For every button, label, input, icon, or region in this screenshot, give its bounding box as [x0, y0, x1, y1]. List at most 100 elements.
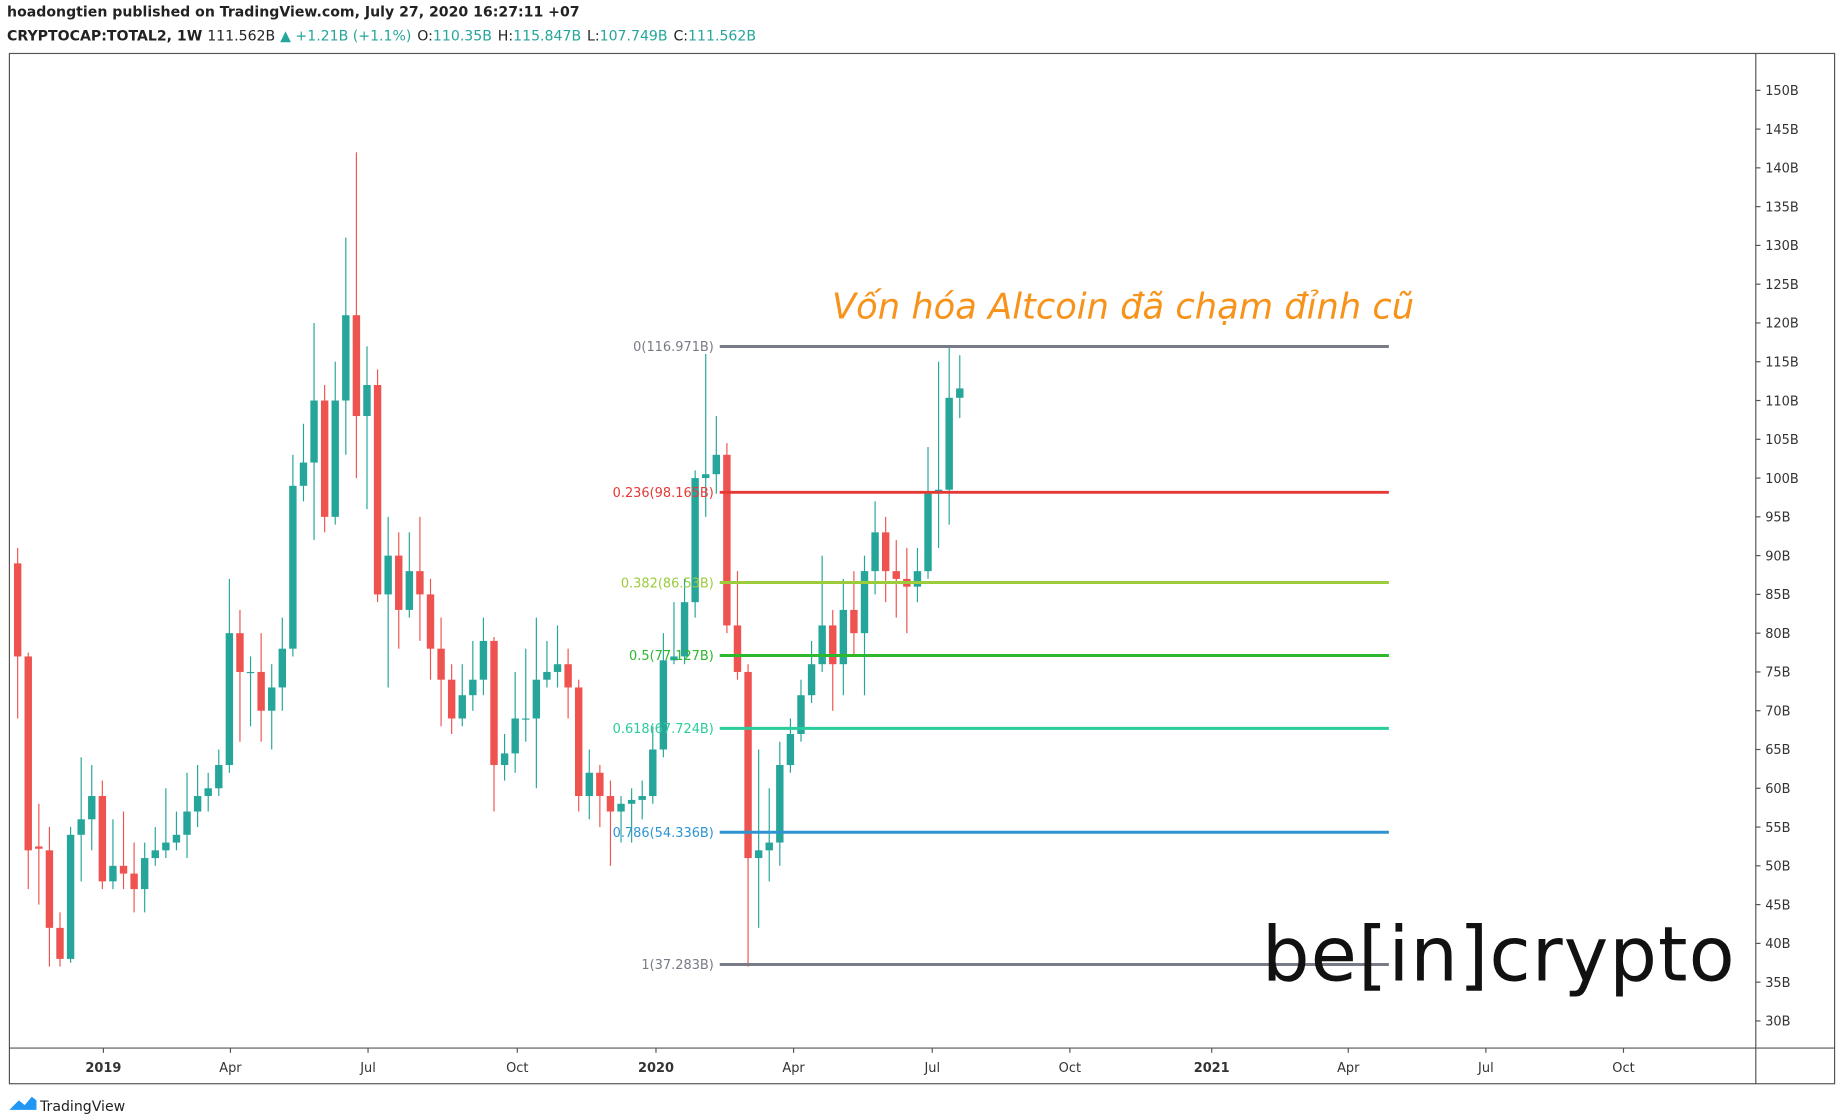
frame [8, 52, 1836, 1085]
candle-body [956, 388, 964, 398]
candle-body [416, 571, 424, 595]
ohlc-key: C: [673, 28, 688, 44]
y-tick-label: 140B [1765, 162, 1799, 177]
candle-body [426, 594, 435, 649]
y-tick-label: 80B [1765, 627, 1790, 642]
fib-label: 0.618(67.724B) [613, 722, 714, 737]
candle-body [56, 927, 64, 959]
price: 111.562B [207, 28, 275, 44]
candle-body [649, 749, 657, 797]
quote-line: CRYPTOCAP:TOTAL2, 1W 111.562B ▲ +1.21B (… [7, 28, 756, 44]
candle-body [479, 640, 488, 680]
candle-body [140, 858, 149, 890]
y-tick-label: 55B [1765, 821, 1790, 836]
y-tick-label: 70B [1765, 704, 1790, 719]
candle-body [225, 633, 234, 766]
ohlc-value: 115.847B [513, 28, 581, 44]
candle-body [130, 873, 138, 890]
symbol: CRYPTOCAP:TOTAL2, 1W [7, 28, 203, 44]
candle-body [712, 454, 721, 475]
candle-body [204, 788, 212, 797]
y-tick-label: 85B [1765, 588, 1790, 603]
x-tick-label: 2021 [1194, 1061, 1230, 1076]
candle-body [257, 671, 265, 711]
candle-body [490, 640, 498, 766]
fib-label: 0.786(54.336B) [613, 826, 714, 841]
candle-body [109, 865, 117, 882]
ohlc-value: 107.749B [600, 28, 668, 44]
candle-body [723, 454, 731, 626]
y-tick-label: 110B [1765, 394, 1799, 409]
change: ▲ +1.21B (+1.1%) [280, 28, 411, 44]
footer: TradingView [39, 1099, 125, 1115]
candle-body [659, 660, 668, 750]
candle-body [24, 656, 32, 851]
candle-body [77, 819, 85, 835]
y-tick-label: 35B [1765, 976, 1790, 991]
ohlc-key: O: [417, 28, 433, 44]
candle-body [924, 493, 932, 572]
candle-body [807, 664, 816, 696]
candle-body [574, 687, 583, 797]
candle-body [299, 462, 308, 486]
fib-label: 1(37.283B) [641, 958, 713, 973]
candle-body [268, 687, 276, 711]
x-tick-label: Jul [923, 1061, 940, 1076]
candle-body [447, 679, 456, 719]
y-tick-label: 90B [1765, 549, 1790, 564]
candle-body [511, 718, 519, 754]
candle-body [596, 772, 604, 797]
candle-body [246, 671, 255, 674]
candle-body [320, 400, 329, 517]
candle-body [88, 796, 96, 820]
x-tick-label: Oct [506, 1061, 528, 1076]
publisher: hoadongtien published on TradingView.com… [7, 5, 580, 21]
y-tick-label: 40B [1765, 937, 1790, 952]
candle-body [786, 733, 795, 766]
candle-body [342, 315, 350, 401]
y-tick-label: 30B [1765, 1015, 1790, 1030]
candle-body [289, 485, 297, 649]
watermark: be[in]crypto [1262, 910, 1735, 998]
candle-body [871, 532, 879, 572]
x-tick-label: Apr [219, 1061, 242, 1076]
candle-body [384, 555, 392, 595]
fib-label: 0.5(77.127B) [629, 649, 714, 664]
x-tick-label: 2020 [638, 1061, 674, 1076]
y-tick-label: 100B [1765, 472, 1799, 487]
candle-body [522, 718, 530, 720]
candle-body [373, 385, 382, 595]
candle-body [627, 799, 636, 804]
candle-body [13, 563, 22, 657]
x-tick-label: Oct [1059, 1061, 1081, 1076]
y-tick-label: 75B [1765, 666, 1790, 681]
candle-body [363, 385, 371, 417]
ohlc: O:110.35B H:115.847B L:107.749B C:111.562B [417, 28, 756, 44]
candle-body [469, 679, 477, 696]
x-tick-label: Oct [1612, 1061, 1634, 1076]
candle-body [500, 753, 509, 766]
ohlc-key: H: [498, 28, 513, 44]
candle-body [45, 850, 54, 928]
candle-body [850, 609, 858, 634]
candle-body [352, 315, 361, 417]
candle-body [405, 571, 414, 610]
candle-body [829, 625, 837, 665]
candle-body [437, 648, 445, 680]
y-tick-label: 65B [1765, 743, 1790, 758]
candle-body [892, 571, 900, 579]
candle-body [151, 850, 159, 859]
candle-body [215, 765, 223, 789]
y-tick-label: 105B [1765, 433, 1799, 448]
y-tick-label: 115B [1765, 355, 1799, 370]
candle-body [310, 400, 318, 463]
candle-body [860, 571, 869, 634]
candle-body [733, 625, 742, 672]
candle-body [162, 842, 170, 851]
candle-body [236, 633, 244, 672]
candle-body [606, 796, 615, 812]
candle-body [585, 772, 593, 797]
candle-body [172, 834, 181, 843]
candle-body [458, 695, 466, 719]
